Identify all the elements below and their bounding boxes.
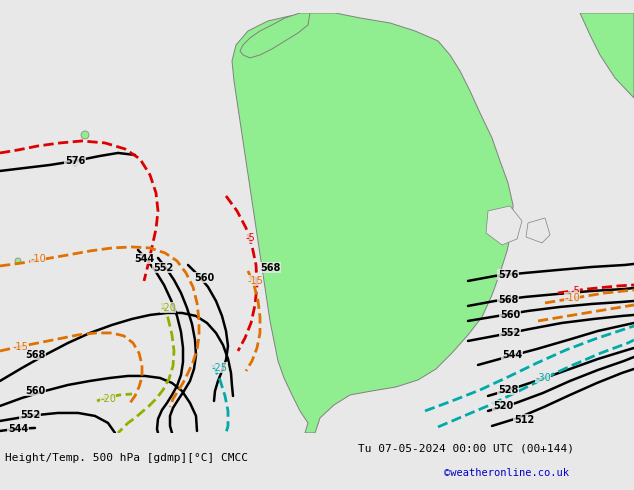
Text: -5: -5: [245, 233, 255, 243]
Text: -30: -30: [535, 373, 551, 383]
Polygon shape: [486, 206, 522, 245]
Text: 560: 560: [500, 310, 520, 320]
Text: -5: -5: [570, 286, 580, 296]
Text: -15: -15: [247, 276, 263, 286]
Text: -25: -25: [212, 363, 228, 373]
Text: 552: 552: [20, 410, 40, 420]
Text: 544: 544: [134, 254, 154, 264]
Polygon shape: [580, 13, 634, 98]
Text: 568: 568: [498, 295, 518, 305]
Text: -20: -20: [100, 394, 116, 404]
Text: 544: 544: [502, 350, 522, 360]
Circle shape: [15, 258, 21, 264]
Polygon shape: [232, 13, 513, 433]
Text: 576: 576: [498, 270, 518, 280]
Circle shape: [72, 160, 78, 166]
Text: -15: -15: [12, 342, 28, 352]
Text: 528: 528: [498, 385, 518, 395]
Text: 568: 568: [25, 350, 45, 360]
Text: 568: 568: [260, 263, 280, 273]
Text: 560: 560: [25, 386, 45, 396]
Polygon shape: [240, 13, 310, 58]
Text: 544: 544: [8, 424, 28, 434]
Text: 552: 552: [500, 328, 520, 338]
Text: ©weatheronline.co.uk: ©weatheronline.co.uk: [444, 468, 569, 478]
Text: 552: 552: [153, 263, 173, 273]
Text: 560: 560: [194, 273, 214, 283]
Text: 576: 576: [65, 156, 85, 166]
Polygon shape: [526, 218, 550, 243]
Circle shape: [81, 131, 89, 139]
Text: -20: -20: [160, 303, 176, 313]
Text: Tu 07-05-2024 00:00 UTC (00+144): Tu 07-05-2024 00:00 UTC (00+144): [358, 443, 574, 453]
Text: -10: -10: [30, 254, 46, 264]
Text: Height/Temp. 500 hPa [gdmp][°C] CMCC: Height/Temp. 500 hPa [gdmp][°C] CMCC: [5, 453, 248, 463]
Text: -10: -10: [564, 293, 580, 303]
Text: 512: 512: [514, 415, 534, 425]
Text: 520: 520: [493, 401, 513, 411]
